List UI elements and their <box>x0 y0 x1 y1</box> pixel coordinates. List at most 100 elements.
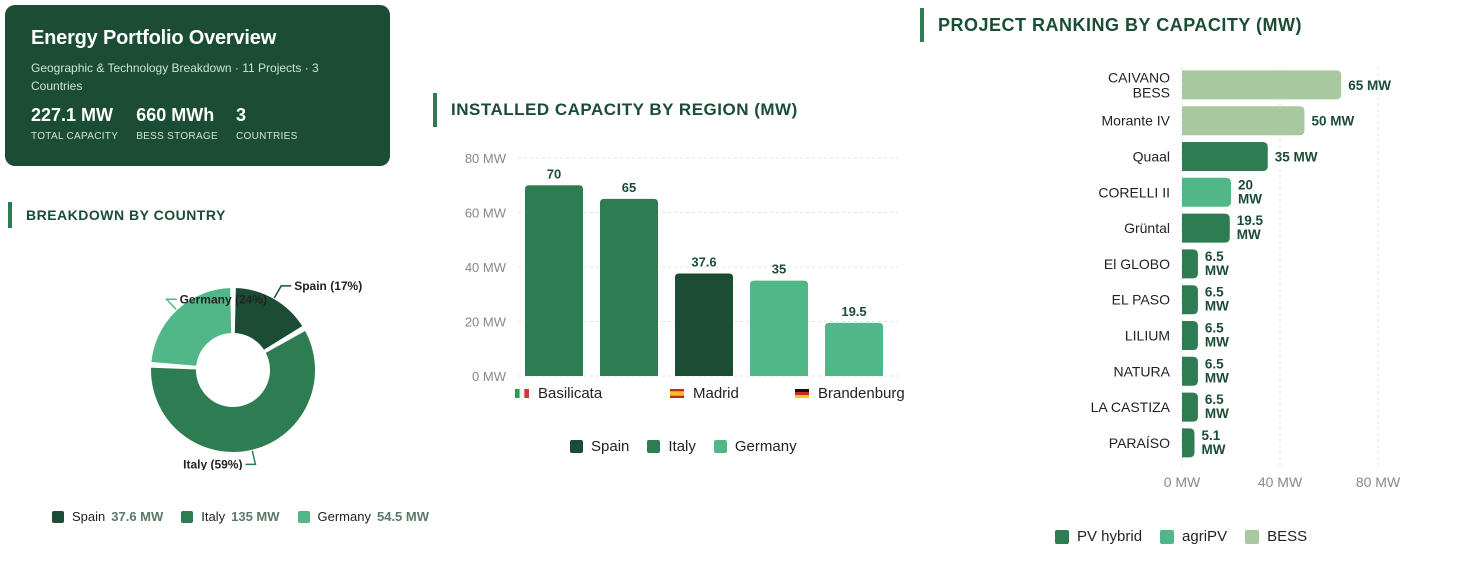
legend-label: Germany <box>317 509 371 524</box>
legend-item-italy: Italy <box>647 438 696 455</box>
ranking-bar <box>1182 213 1230 243</box>
ranking-bar <box>1182 70 1342 100</box>
ranking-bar <box>1182 392 1198 422</box>
kpi-value: 227.1 MW <box>31 105 114 125</box>
kpi-bess-storage: 660 MWh BESS STORAGE <box>136 105 218 142</box>
y-tick-label: Quaal <box>1133 149 1170 165</box>
bar-value-label: 6.5 MW <box>1205 392 1229 421</box>
x-tick-label: 80 MW <box>1356 474 1401 490</box>
flag-es-icon <box>670 389 684 398</box>
legend-item-agripv: agriPV <box>1160 528 1227 545</box>
legend-swatch <box>647 440 661 453</box>
bar-value-label: 50 MW <box>1312 114 1355 129</box>
ranking-bar-chart: 0 MW 40 MW 80 MW CAIVANO BESS 65 MW Morante IV… <box>1091 67 1401 490</box>
flag-de-icon <box>795 389 809 398</box>
country-breakdown-title: BREAKDOWN BY COUNTRY <box>8 202 226 228</box>
bar-value-label: 65 MW <box>1348 78 1391 93</box>
legend-swatch <box>1160 529 1175 544</box>
legend-label: Spain <box>591 438 630 455</box>
region-bar <box>600 198 658 376</box>
donut-slice-italy <box>149 328 317 454</box>
legend-swatch <box>713 440 727 453</box>
country-breakdown-title-text: BREAKDOWN BY COUNTRY <box>26 207 226 223</box>
kpi-countries: 3 COUNTRIES <box>236 105 298 142</box>
legend-item-spain: Spain <box>570 438 629 455</box>
legend-swatch <box>570 440 583 453</box>
region-chart-title-text: INSTALLED CAPACITY BY REGION (MW) <box>451 100 798 119</box>
legend-value: 135 MW <box>231 509 280 524</box>
technology-legend: PV hybrid agriPV BESS <box>1055 528 1325 545</box>
legend-item-spain: Spain 37.6 MW <box>52 509 163 524</box>
y-tick-label: LA CASTIZA <box>1091 399 1171 415</box>
y-tick-label: 40 MW <box>465 260 507 275</box>
legend-item-bess: BESS <box>1245 528 1307 545</box>
legend-item-pv-hybrid: PV hybrid <box>1055 528 1142 545</box>
country-legend: Spain 37.6 MW Italy 135 MW Germany 54.5 … <box>52 509 447 524</box>
region-bar <box>675 273 733 376</box>
legend-value: 37.6 MW <box>111 509 164 524</box>
bar-value-label: 19.5 MW <box>1237 213 1264 242</box>
legend-label: Germany <box>734 438 797 455</box>
bar-value-label: 19.5 <box>841 304 866 319</box>
kpi-label: BESS STORAGE <box>136 131 218 142</box>
bar-value-label: 6.5 MW <box>1205 249 1229 278</box>
donut-slice-spain <box>232 285 306 353</box>
legend-label: Italy <box>668 438 696 455</box>
x-tick-label: Basilicata <box>538 385 603 402</box>
donut-slice-label: Spain (17%) <box>294 279 362 293</box>
y-tick-label: PARAÍSO <box>1109 435 1170 451</box>
donut-leader-line <box>273 285 292 299</box>
kpi-row: 227.1 MW TOTAL CAPACITY 660 MWh BESS STO… <box>31 105 364 142</box>
region-bar <box>525 185 583 376</box>
ranking-chart-title: PROJECT RANKING BY CAPACITY (MW) <box>920 8 1302 42</box>
summary-subtitle: Geographic & Technology Breakdown · 11 P… <box>31 61 319 93</box>
bar-value-label: 20 MW <box>1238 177 1262 206</box>
y-tick-label: CAIVANO BESS <box>1108 69 1170 100</box>
y-tick-label: Morante IV <box>1102 113 1171 129</box>
ranking-bar <box>1182 142 1268 171</box>
kpi-total-capacity: 227.1 MW TOTAL CAPACITY <box>31 105 118 142</box>
x-tick-label: Madrid <box>693 385 739 402</box>
x-tick-label: Brandenburg <box>818 385 905 402</box>
region-bar <box>825 322 883 376</box>
kpi-value: 3 <box>235 105 246 125</box>
legend-item-italy: Italy 135 MW <box>181 509 280 524</box>
ranking-bar <box>1182 177 1231 207</box>
legend-label: Italy <box>201 509 226 524</box>
y-tick-label: 20 MW <box>465 315 507 330</box>
legend-swatch <box>52 510 64 523</box>
region-legend: Spain Italy Germany <box>570 438 815 455</box>
title-accent <box>920 8 924 42</box>
bar-value-label: 5.1 MW <box>1201 428 1225 457</box>
legend-swatch <box>1055 529 1069 544</box>
flag-it-icon <box>515 389 529 398</box>
legend-label: agriPV <box>1182 528 1228 545</box>
y-tick-label: 80 MW <box>465 151 507 166</box>
legend-label: Spain <box>72 509 106 524</box>
donut-leader-line <box>245 450 257 466</box>
kpi-label: TOTAL CAPACITY <box>31 131 119 142</box>
y-tick-label: CORELLI II <box>1098 184 1170 200</box>
ranking-bar <box>1182 249 1198 279</box>
ranking-bar <box>1182 285 1198 315</box>
legend-label: BESS <box>1267 528 1308 545</box>
ranking-bar <box>1182 428 1195 458</box>
legend-label: PV hybrid <box>1077 528 1143 545</box>
region-bar-chart: 0 MW 20 MW 40 MW 60 MW 80 MW 70 65 37.6 35 19.5 Ba… <box>465 151 905 402</box>
kpi-value: 660 MWh <box>136 105 215 125</box>
donut-leader-line <box>164 298 177 311</box>
summary-card: Energy Portfolio Overview Geographic & T… <box>5 5 390 166</box>
y-tick-label: Grüntal <box>1124 220 1170 236</box>
bar-value-label: 65 <box>622 180 636 195</box>
region-bar <box>750 280 808 376</box>
legend-item-germany: Germany 54.5 MW <box>297 509 429 524</box>
legend-swatch <box>297 510 310 523</box>
donut-slice-label: Germany (24%) <box>180 292 267 306</box>
bar-value-label: 6.5 MW <box>1205 321 1229 350</box>
ranking-bar <box>1182 106 1305 136</box>
title-accent <box>8 202 12 228</box>
summary-title: Energy Portfolio Overview <box>31 27 277 49</box>
bar-value-label: 35 MW <box>1275 150 1318 165</box>
bar-value-label: 6.5 MW <box>1205 356 1229 385</box>
bar-value-label: 35 <box>772 262 786 277</box>
